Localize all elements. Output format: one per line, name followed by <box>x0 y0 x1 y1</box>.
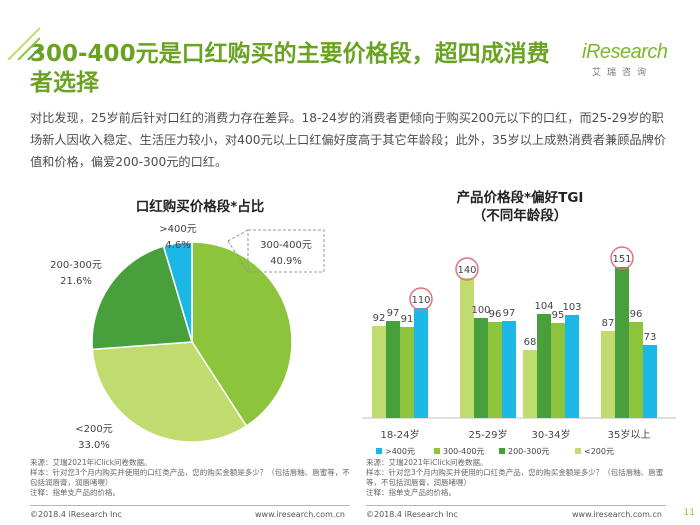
source-notes-left: 来源：艾瑞2021年iClick问卷数据。 样本：针对您3个月内购买并使用的口红… <box>30 458 355 498</box>
pie-slice-value: 33.0% <box>78 440 110 451</box>
bar-value-label: 91 <box>401 314 414 325</box>
footer-url[interactable]: www.iresearch.com.cn <box>255 510 345 519</box>
pie-slice <box>162 241 193 343</box>
decorative-stripes <box>7 27 40 60</box>
bar <box>523 350 537 418</box>
legend-swatch <box>499 448 505 454</box>
slide-title: 300-400元是口红购买的主要价格段，超四成消费者选择 <box>30 41 550 96</box>
footer-copyright: ©2018.4 iResearch Inc <box>366 510 458 519</box>
bar <box>565 315 579 418</box>
bar-value-label: 73 <box>644 332 657 343</box>
legend-swatch <box>376 448 382 454</box>
legend-label: <200元 <box>584 447 614 456</box>
bar <box>537 314 551 418</box>
pie-chart-title: 口红购买价格段*占比 <box>135 199 265 215</box>
footer-url[interactable]: www.iresearch.com.cn <box>572 510 662 519</box>
intro-paragraph: 对比发现，25岁前后针对口红的消费力存在差异。18-24岁的消费者更倾向于购买2… <box>30 111 666 169</box>
pie-slice <box>91 341 248 443</box>
bar <box>502 321 516 418</box>
bar <box>460 278 474 418</box>
x-tick-label: 18-24岁 <box>380 428 419 441</box>
iresearch-logo: iResearch 艾瑞咨询 <box>582 41 668 81</box>
bar-value-label: 140 <box>457 265 476 276</box>
note-line: 注释：指单支产品的价格。 <box>366 488 456 497</box>
bar <box>551 323 565 418</box>
bar-value-label: 92 <box>373 313 386 324</box>
bar-value-label: 97 <box>503 308 516 319</box>
note-line: 样本：针对您3个月内购买并使用的口红类产品，您的购买金额是多少？（包括唇釉、唇蜜… <box>366 468 664 487</box>
bar-value-label: 97 <box>387 308 400 319</box>
bar-value-label: 151 <box>612 254 631 265</box>
pie-slice-label: 300-400元 <box>260 240 312 251</box>
pie-slice <box>91 245 193 351</box>
pie-slice-label: <200元 <box>75 424 112 435</box>
bar-chart-title-main: 产品价格段*偏好TGI <box>456 190 584 206</box>
bar-value-label: 103 <box>562 302 581 313</box>
bar <box>386 321 400 418</box>
footer-divider <box>30 505 350 506</box>
legend-label: >400元 <box>385 447 415 456</box>
note-line: 样本：针对您3个月内购买并使用的口红类产品，您的购买金额是多少？（包括唇釉、唇蜜… <box>30 468 350 487</box>
bar-chart-title: 产品价格段*偏好TGI （不同年龄段） <box>440 189 600 225</box>
legend-label: 300-400元 <box>443 447 484 456</box>
logo-chinese-name: 艾瑞咨询 <box>592 68 653 78</box>
x-tick-label: 30-34岁 <box>531 428 570 441</box>
bar <box>601 331 615 418</box>
bar <box>400 327 414 418</box>
footer-divider <box>366 505 666 506</box>
legend-swatch <box>434 448 440 454</box>
bar-value-label: 95 <box>552 310 565 321</box>
note-line: 注释：指单支产品的价格。 <box>30 488 120 497</box>
pie-slice-value: 21.6% <box>60 276 92 287</box>
bar-value-label: 96 <box>630 309 643 320</box>
footer-copyright: ©2018.4 iResearch Inc <box>30 510 122 519</box>
x-tick-label: 25-29岁 <box>468 428 507 441</box>
bar-value-label: 104 <box>534 301 553 312</box>
x-tick-label: 35岁以上 <box>608 428 651 441</box>
note-line: 来源：艾瑞2021年iClick问卷数据。 <box>366 458 488 467</box>
bar-value-label: 100 <box>471 305 490 316</box>
bar <box>488 322 502 418</box>
bar <box>372 326 386 418</box>
highlight-connector <box>227 229 249 242</box>
source-notes-right: 来源：艾瑞2021年iClick问卷数据。 样本：针对您3个月内购买并使用的口红… <box>366 458 676 498</box>
legend-label: 200-300元 <box>508 447 549 456</box>
bar <box>474 318 488 418</box>
bar <box>629 322 643 418</box>
pie-slice-label: >400元 <box>159 224 196 235</box>
pie-slice-value: 4.6% <box>165 240 190 251</box>
highlight-box <box>247 229 325 273</box>
legend-swatch <box>575 448 581 454</box>
pie-slice-value: 40.9% <box>270 256 302 267</box>
note-line: 来源：艾瑞2021年iClick问卷数据。 <box>30 458 152 467</box>
bar-value-label: 87 <box>602 318 615 329</box>
bar <box>643 345 657 418</box>
bar-chart-subtitle: （不同年龄段） <box>472 208 568 224</box>
pie-slice-label: 200-300元 <box>50 260 102 271</box>
highlight-circle <box>455 257 479 281</box>
bar <box>414 308 428 418</box>
bar-value-label: 68 <box>524 337 537 348</box>
page-number: 11 <box>683 508 695 518</box>
highlight-connector <box>227 240 249 273</box>
bar-value-label: 96 <box>489 309 502 320</box>
logo-wordmark: iResearch <box>582 41 668 63</box>
highlight-circle <box>610 246 634 270</box>
highlight-circle <box>409 287 433 311</box>
bar <box>615 267 629 418</box>
bar-value-label: 110 <box>411 295 430 306</box>
